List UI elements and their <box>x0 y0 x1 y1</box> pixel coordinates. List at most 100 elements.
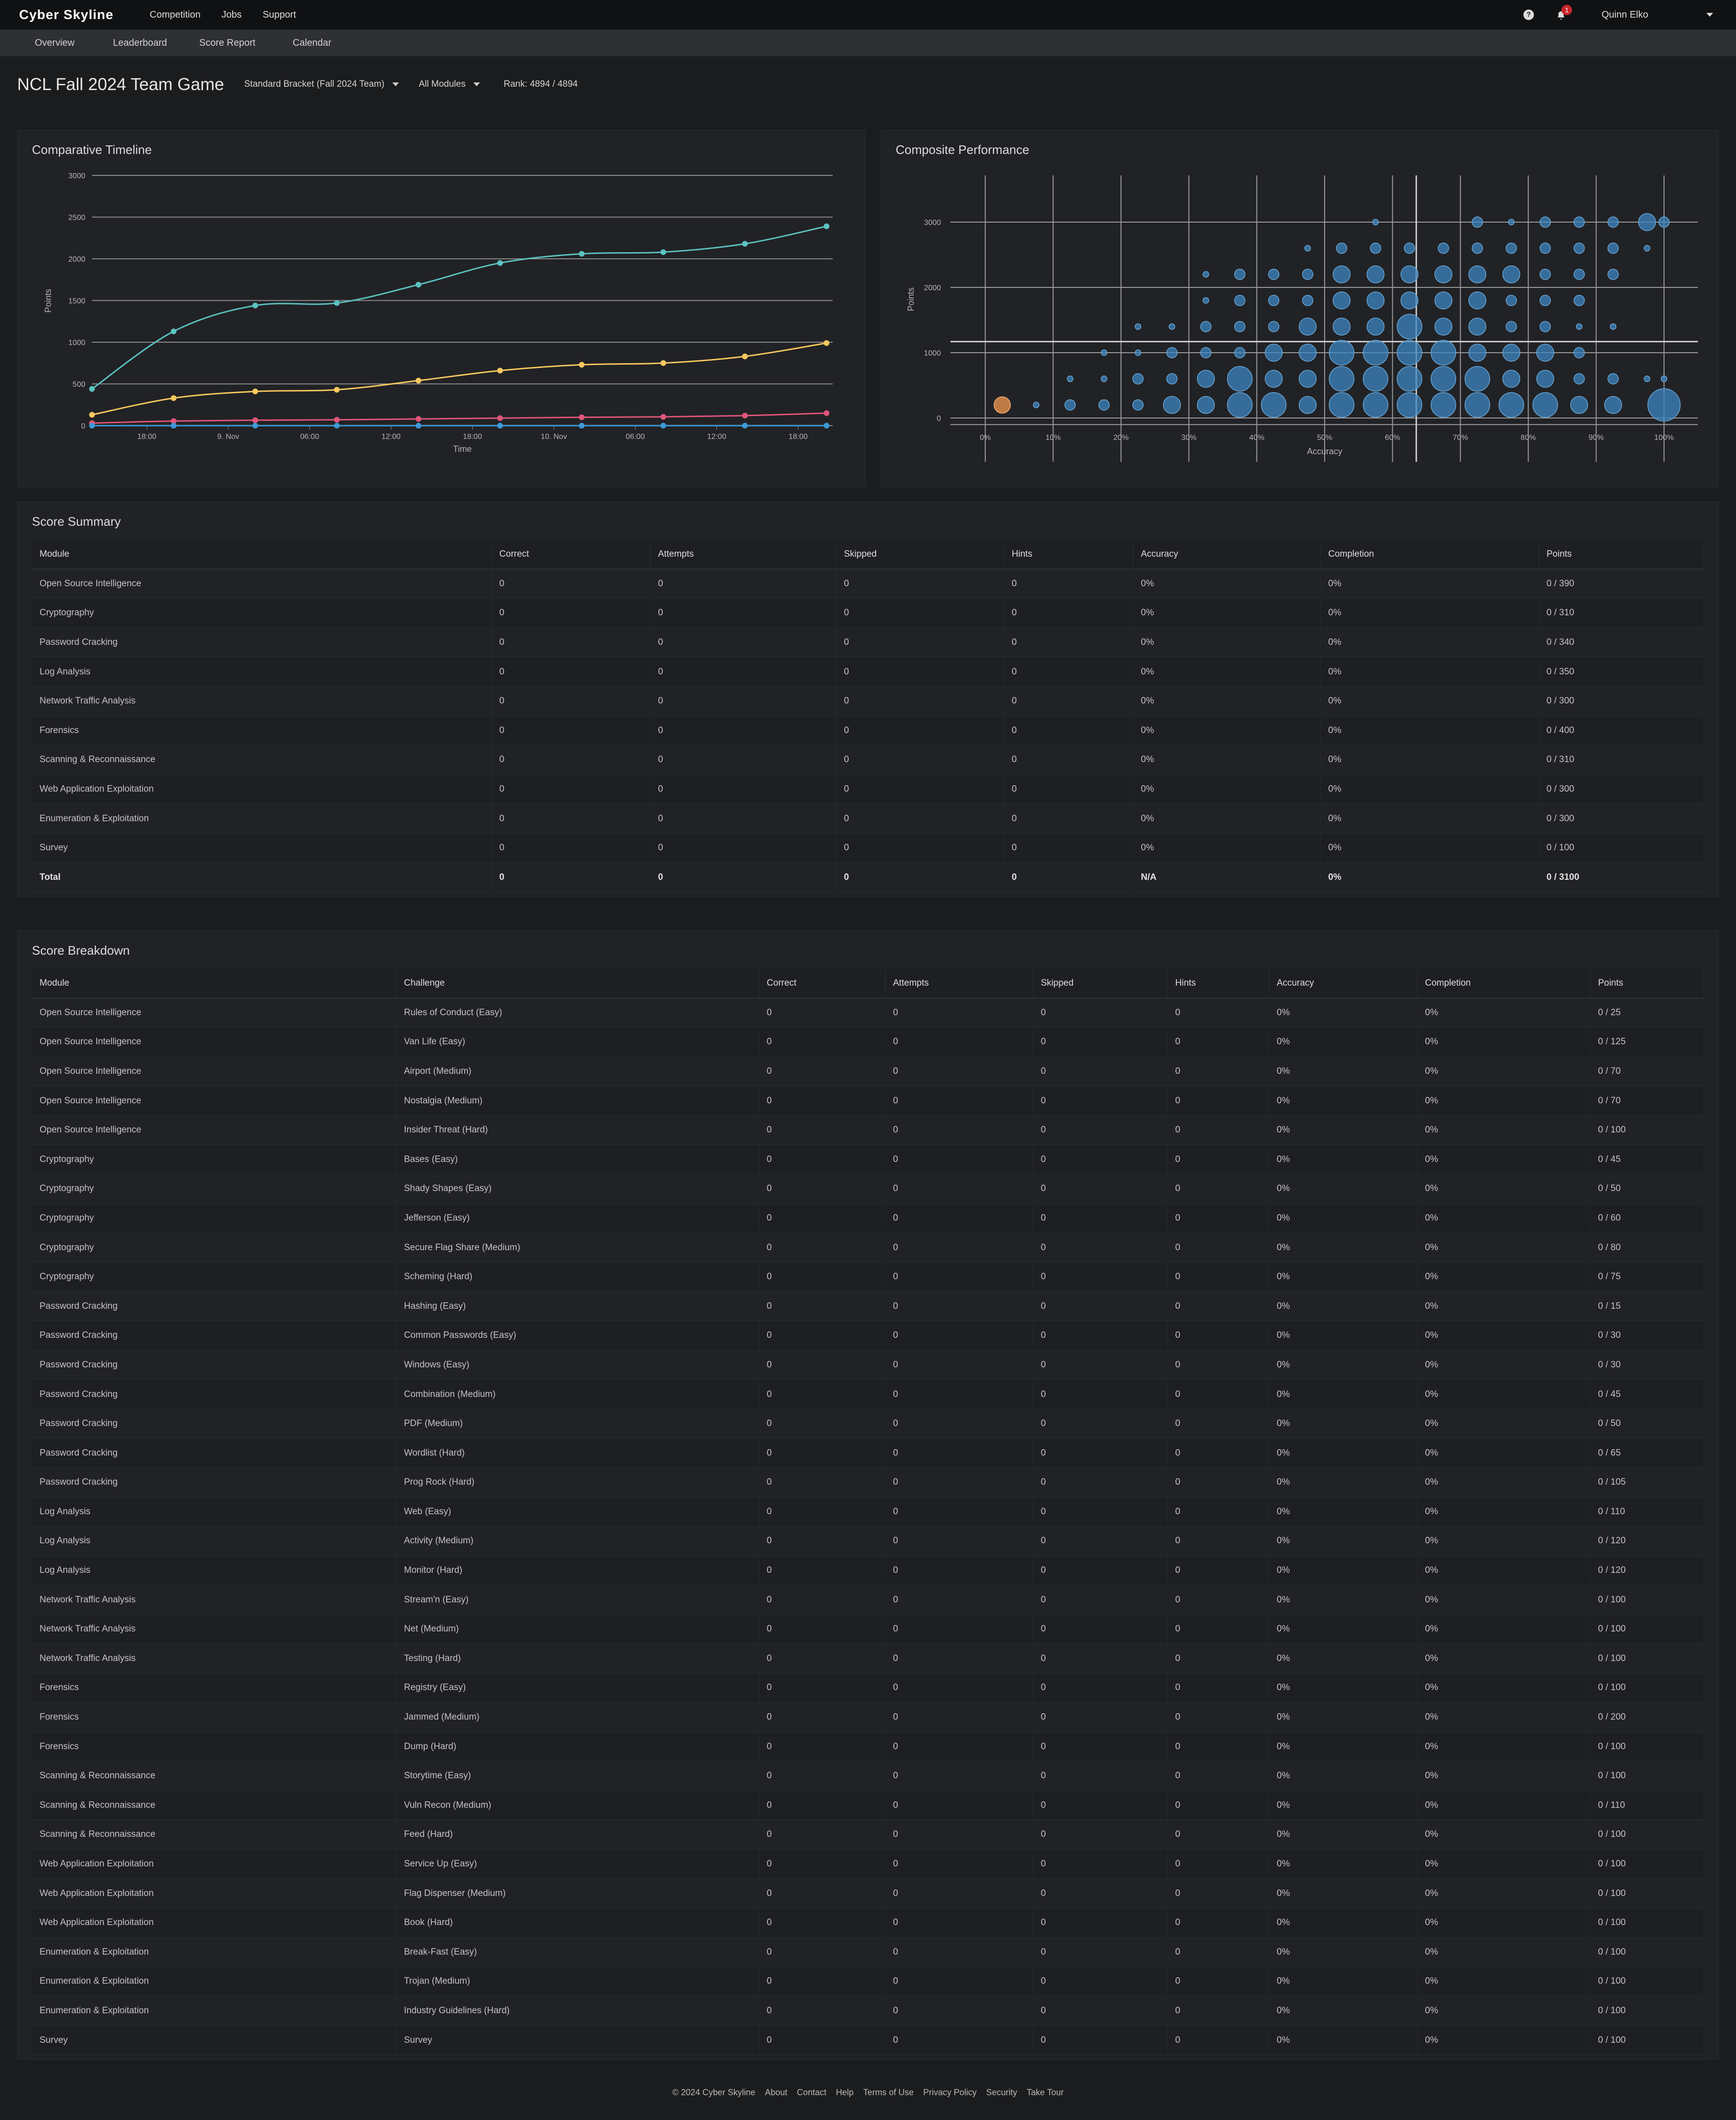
bubble[interactable] <box>1302 295 1314 306</box>
bubble[interactable] <box>1197 370 1215 388</box>
bubble[interactable] <box>1397 314 1422 339</box>
bubble[interactable] <box>1400 291 1419 310</box>
column-header-skipped[interactable]: Skipped <box>1033 969 1168 999</box>
bubble[interactable] <box>1265 344 1283 362</box>
bubble[interactable] <box>1573 347 1585 358</box>
bubble[interactable] <box>1132 399 1144 411</box>
bubble[interactable] <box>1434 317 1452 336</box>
bubble[interactable] <box>1570 396 1588 414</box>
your-team-bubble[interactable] <box>993 396 1011 414</box>
bubble[interactable] <box>1607 268 1619 280</box>
data-point-you[interactable] <box>497 423 503 428</box>
nav-jobs[interactable]: Jobs <box>221 9 242 20</box>
bubble[interactable] <box>1576 323 1583 330</box>
user-menu[interactable]: Quinn Elko <box>1602 9 1648 20</box>
data-point-median[interactable] <box>660 414 666 420</box>
help-icon[interactable]: ? <box>1523 10 1534 20</box>
column-header-accuracy[interactable]: Accuracy <box>1133 540 1321 570</box>
bubble[interactable] <box>1536 370 1554 388</box>
footer-link-terms-of-use[interactable]: Terms of Use <box>863 2088 914 2097</box>
bubble[interactable] <box>1227 392 1253 418</box>
bubble[interactable] <box>1434 291 1452 310</box>
bubble[interactable] <box>1234 347 1246 358</box>
bubble[interactable] <box>1234 295 1246 306</box>
bubble[interactable] <box>1298 317 1317 336</box>
tab-score-report[interactable]: Score Report <box>199 37 255 48</box>
bubble[interactable] <box>1227 366 1253 392</box>
bubble[interactable] <box>1101 349 1107 356</box>
bubble[interactable] <box>1430 392 1456 418</box>
bubble[interactable] <box>1505 321 1517 332</box>
bubble[interactable] <box>1532 392 1558 418</box>
footer-link-privacy-policy[interactable]: Privacy Policy <box>923 2088 977 2097</box>
bubble[interactable] <box>1200 347 1212 358</box>
bubble[interactable] <box>1298 396 1317 414</box>
bubble[interactable] <box>1302 268 1314 280</box>
data-point-median[interactable] <box>171 418 177 424</box>
footer-link-take-tour[interactable]: Take Tour <box>1026 2088 1064 2097</box>
bubble[interactable] <box>1268 321 1279 332</box>
footer-link-contact[interactable]: Contact <box>797 2088 827 2097</box>
data-point-you[interactable] <box>171 423 177 428</box>
bubble[interactable] <box>1464 392 1491 418</box>
bubble[interactable] <box>1268 295 1279 306</box>
bubble[interactable] <box>1638 213 1656 231</box>
bubble[interactable] <box>1536 344 1554 362</box>
bubble[interactable] <box>1336 243 1348 254</box>
tab-leaderboard[interactable]: Leaderboard <box>113 37 167 48</box>
bubble[interactable] <box>1134 323 1142 330</box>
bubble[interactable] <box>1328 366 1355 392</box>
bubble[interactable] <box>1328 340 1355 366</box>
data-point-median[interactable] <box>497 415 503 421</box>
column-header-hints[interactable]: Hints <box>1004 540 1134 570</box>
bubble[interactable] <box>1367 265 1385 284</box>
bubble[interactable] <box>1168 323 1175 330</box>
bubble[interactable] <box>1298 344 1317 362</box>
bubble[interactable] <box>1268 268 1279 280</box>
bubble[interactable] <box>1363 340 1389 366</box>
data-point-you[interactable] <box>824 423 829 428</box>
data-point-top[interactable] <box>824 223 829 229</box>
nav-support[interactable]: Support <box>262 9 296 20</box>
bubble[interactable] <box>1505 243 1517 254</box>
bubble[interactable] <box>1471 216 1483 228</box>
bubble[interactable] <box>1367 291 1385 310</box>
bubble[interactable] <box>1573 295 1585 306</box>
bubble[interactable] <box>1166 373 1178 385</box>
bubble[interactable] <box>1502 265 1521 284</box>
data-point-top[interactable] <box>579 251 585 257</box>
column-header-skipped[interactable]: Skipped <box>836 540 1004 570</box>
data-point-you[interactable] <box>252 423 258 428</box>
data-point-average[interactable] <box>334 387 340 393</box>
bubble[interactable] <box>1430 366 1456 392</box>
bubble[interactable] <box>1644 376 1651 382</box>
data-point-average[interactable] <box>89 412 95 418</box>
bubble[interactable] <box>1508 219 1515 225</box>
bubble[interactable] <box>1134 349 1142 356</box>
bubble[interactable] <box>1540 321 1551 332</box>
bubble[interactable] <box>1367 317 1385 336</box>
bubble[interactable] <box>1067 376 1073 382</box>
footer-link-help[interactable]: Help <box>836 2088 854 2097</box>
bubble[interactable] <box>1203 297 1209 304</box>
bubble[interactable] <box>1468 344 1487 362</box>
bubble[interactable] <box>1064 399 1076 411</box>
bubble[interactable] <box>1604 396 1622 414</box>
bubble[interactable] <box>1332 265 1351 284</box>
bubble[interactable] <box>1502 344 1521 362</box>
data-point-top[interactable] <box>334 300 340 306</box>
data-point-median[interactable] <box>579 414 585 420</box>
column-header-points[interactable]: Points <box>1590 969 1704 999</box>
bubble[interactable] <box>1438 243 1449 254</box>
column-header-correct[interactable]: Correct <box>759 969 886 999</box>
bubble[interactable] <box>1464 366 1491 392</box>
bubble[interactable] <box>1647 388 1681 422</box>
bubble[interactable] <box>1166 347 1178 358</box>
bubble[interactable] <box>1298 370 1317 388</box>
bubble[interactable] <box>1372 219 1379 225</box>
bubble[interactable] <box>1132 373 1144 385</box>
bubble[interactable] <box>1400 265 1419 284</box>
bubble[interactable] <box>1540 268 1551 280</box>
bubble[interactable] <box>1163 396 1181 414</box>
modules-dropdown[interactable]: All Modules <box>419 79 480 90</box>
